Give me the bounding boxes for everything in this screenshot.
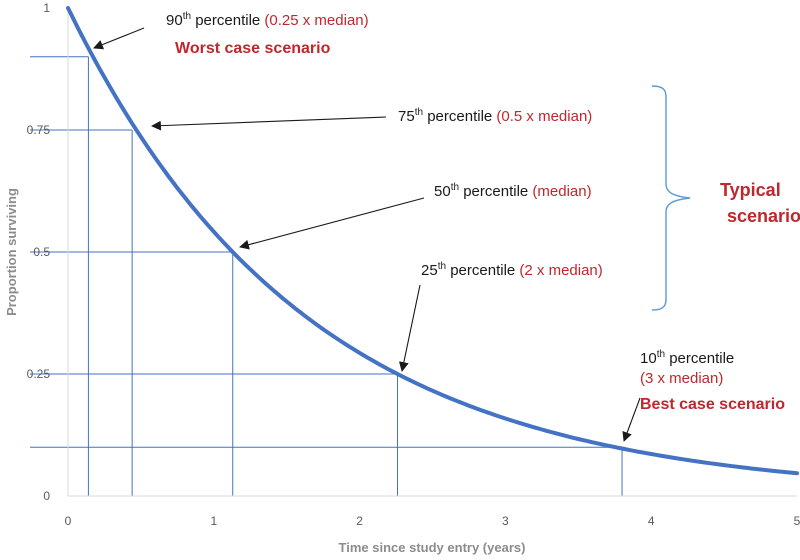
- label-ordinal-suffix: th: [183, 11, 191, 22]
- label-multiplier: (0.5 x median): [496, 108, 592, 125]
- typical-label-line-1: Typical: [720, 180, 781, 200]
- label-word: percentile: [665, 350, 734, 367]
- y-tick-label: 0.5: [33, 245, 50, 259]
- annotation-arrows: [93, 27, 641, 442]
- y-tick-label: 0.75: [27, 123, 51, 137]
- label-p75: 75th percentile (0.5 x median): [398, 107, 592, 125]
- typical-scenario-bracket: [651, 85, 691, 311]
- label-number: 90: [166, 12, 183, 29]
- label-multiplier: (2 x median): [519, 262, 602, 279]
- label-ordinal-suffix: th: [415, 107, 423, 118]
- scenario-note-p90: Worst case scenario: [175, 40, 331, 57]
- label-word: percentile: [446, 262, 519, 279]
- label-multiplier: (0.25 x median): [264, 12, 368, 29]
- x-tick-labels: 0 1 2 3 4 5: [65, 514, 800, 528]
- x-tick-label: 2: [356, 514, 363, 528]
- x-tick-label: 4: [648, 514, 655, 528]
- label-number: 25: [421, 262, 438, 279]
- label-p25: 25th percentile (2 x median): [421, 261, 603, 279]
- arrow-p50: [239, 197, 425, 250]
- label-ordinal-suffix: th: [451, 182, 459, 193]
- arrow-p25: [398, 284, 421, 372]
- label-multiplier: (3 x median): [640, 370, 723, 387]
- scenario-note-p10: Best case scenario: [640, 396, 785, 413]
- label-ordinal-suffix: th: [438, 261, 446, 272]
- label-number: 75: [398, 108, 415, 125]
- x-tick-label: 5: [794, 514, 800, 528]
- typical-scenario-label: Typical scenario: [720, 180, 800, 226]
- label-word: percentile: [423, 108, 496, 125]
- survival-curve: [66, 6, 799, 476]
- label-p90: 90th percentile (0.25 x median): [166, 11, 369, 29]
- typical-label-line-2: scenario: [727, 206, 800, 226]
- label-p50: 50th percentile (median): [434, 182, 592, 200]
- y-axis-title: Proportion surviving: [4, 188, 19, 316]
- arrow-p75: [151, 116, 387, 131]
- label-ordinal-suffix: th: [657, 349, 665, 360]
- y-tick-label: 0.25: [27, 367, 51, 381]
- label-number: 50: [434, 183, 451, 200]
- axes: [67, 8, 797, 497]
- y-tick-labels: 0 0.25 0.5 0.75 1: [27, 1, 51, 503]
- x-tick-label: 0: [65, 514, 72, 528]
- percentile-labels: 90th percentile (0.25 x median)Worst cas…: [166, 11, 785, 413]
- x-axis-title: Time since study entry (years): [339, 540, 526, 555]
- label-multiplier: (median): [532, 183, 591, 200]
- label-p10: 10th percentile (3 x median): [640, 349, 734, 387]
- label-number: 10: [640, 350, 657, 367]
- y-tick-label: 1: [43, 1, 50, 15]
- x-tick-label: 1: [210, 514, 217, 528]
- x-tick-label: 3: [502, 514, 509, 528]
- label-word: percentile: [459, 183, 532, 200]
- label-word: percentile: [191, 12, 264, 29]
- arrow-p90: [93, 27, 145, 50]
- y-tick-label: 0: [43, 489, 50, 503]
- arrow-p10: [622, 397, 641, 442]
- percentile-guide-lines: [30, 56, 623, 496]
